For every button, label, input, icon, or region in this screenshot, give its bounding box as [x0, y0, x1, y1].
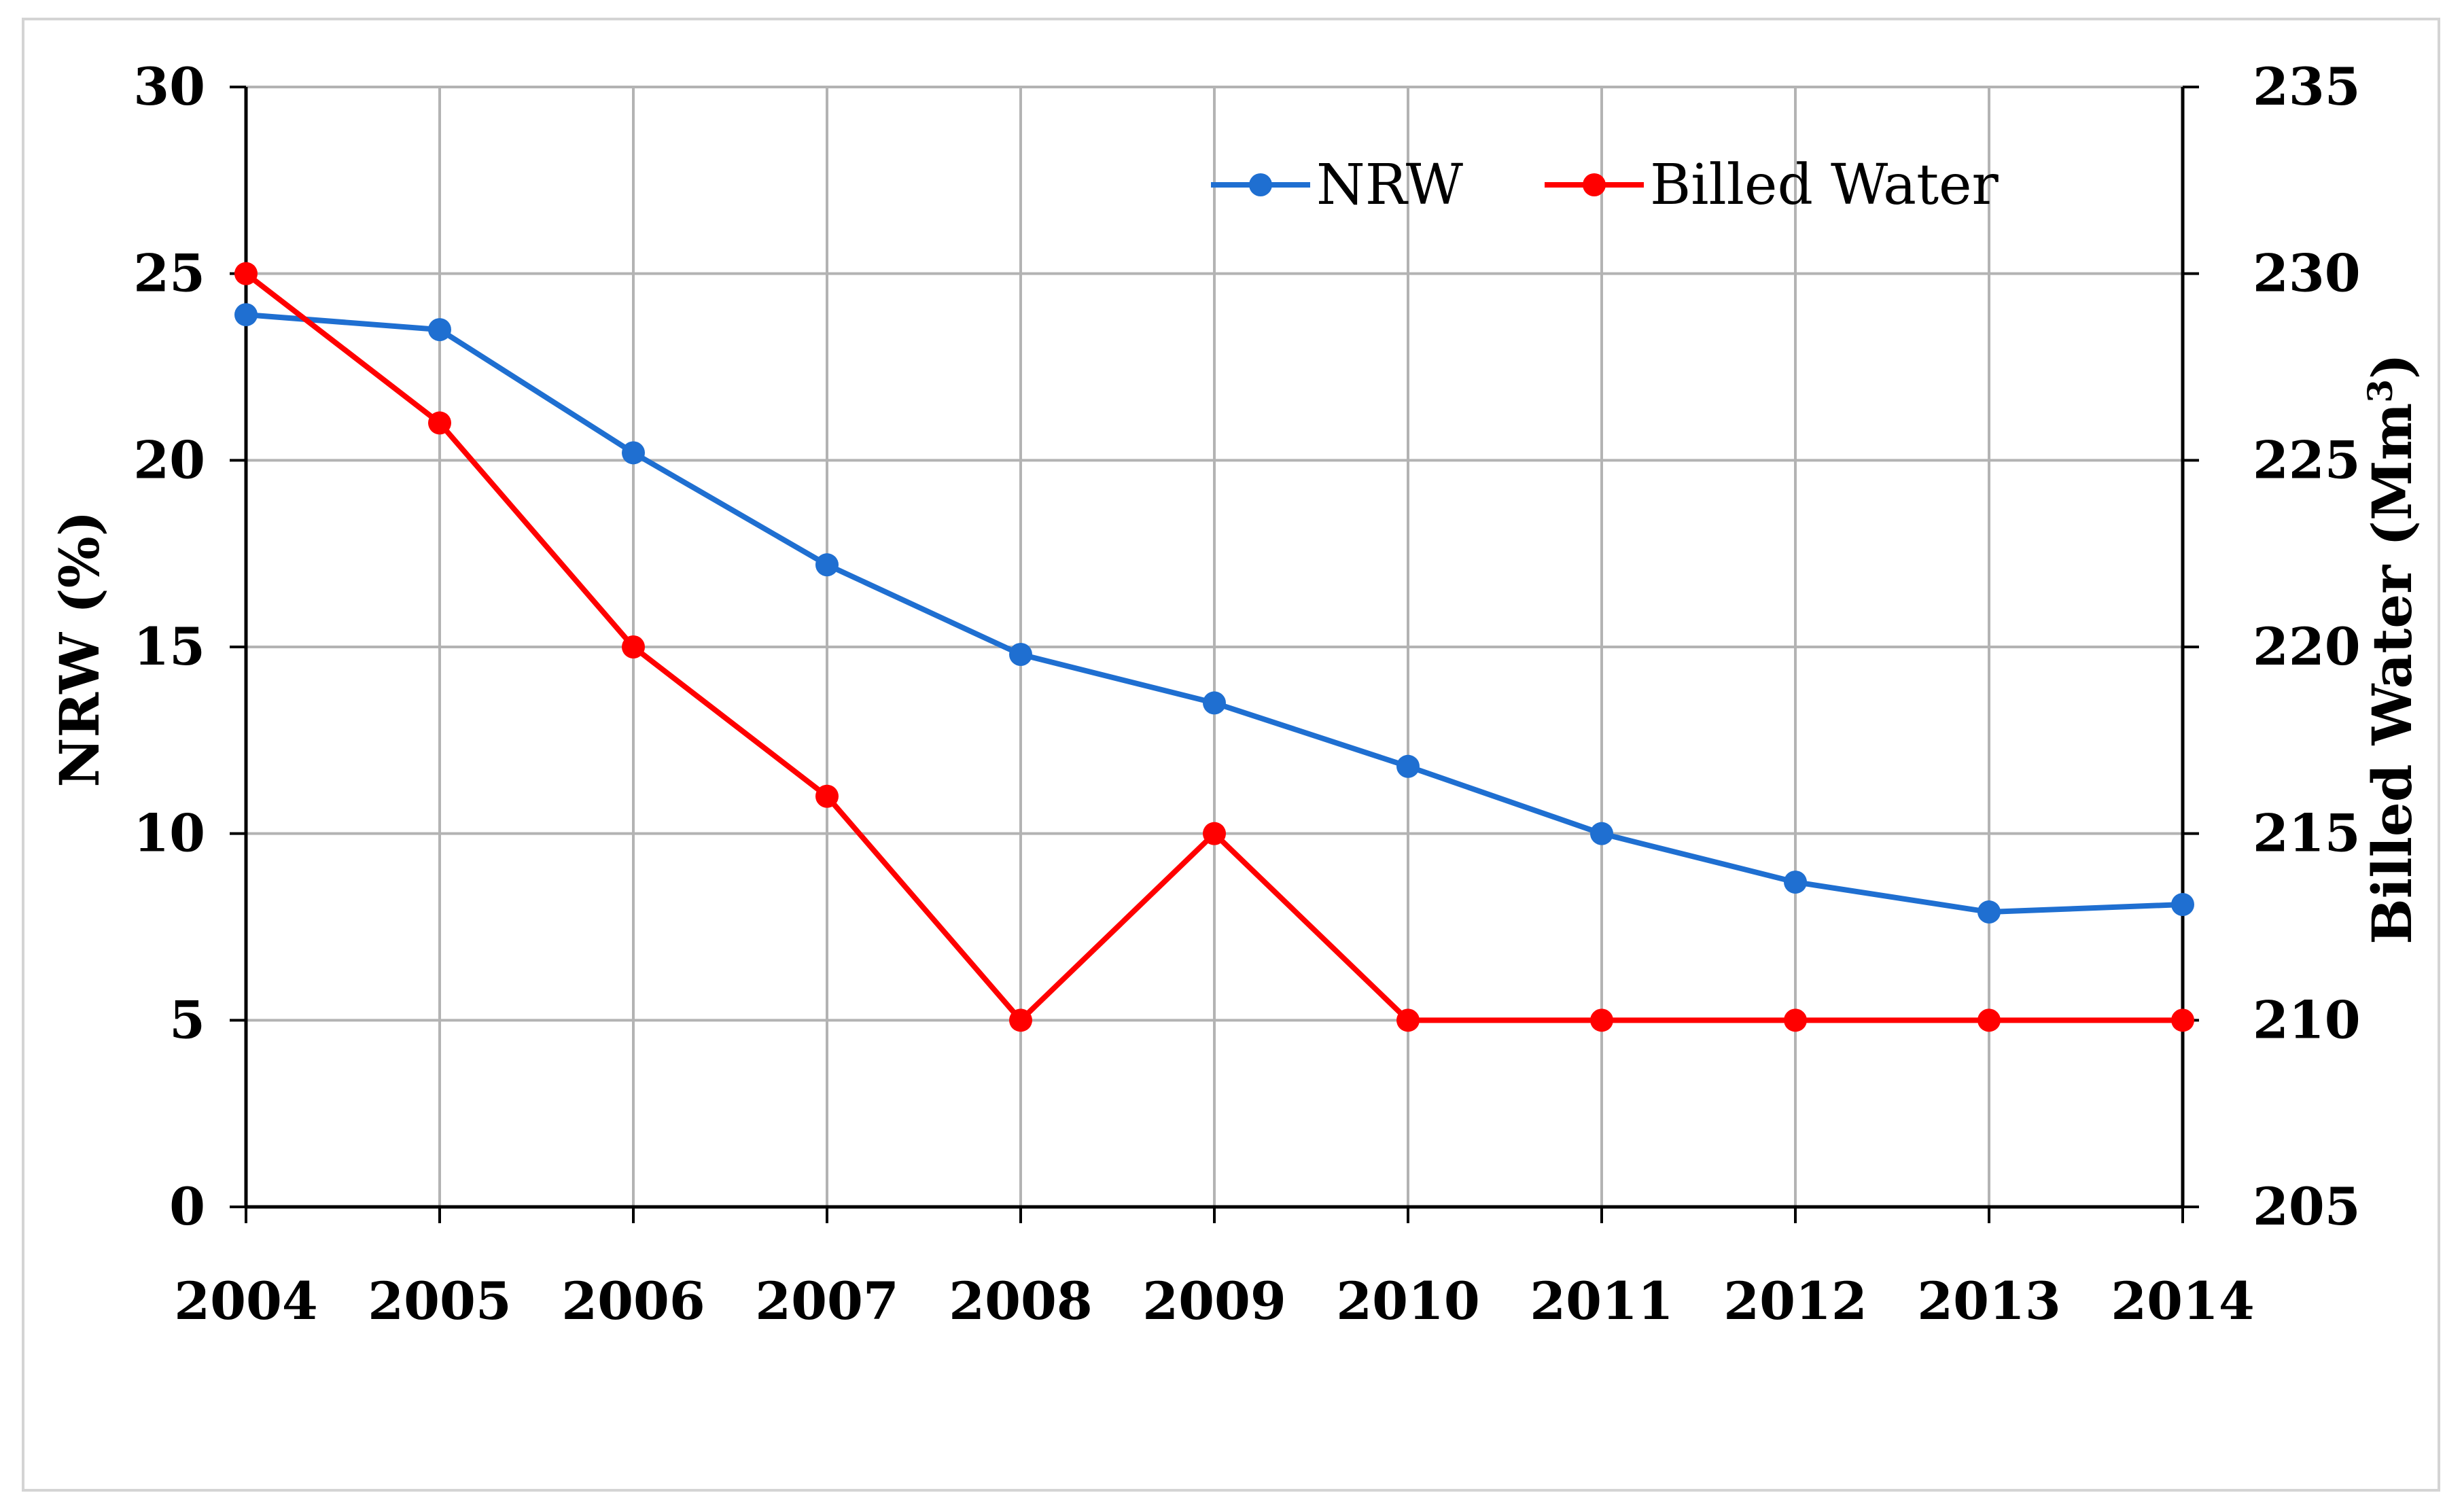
data-point-billed-water: [1203, 822, 1226, 845]
data-point-billed-water: [234, 262, 258, 285]
x-tick-label: 2008: [949, 1271, 1093, 1331]
data-point-nrw: [815, 553, 839, 577]
x-tick-label: 2011: [1530, 1271, 1674, 1331]
legend-nrw-label: NRW: [1316, 153, 1464, 217]
data-point-nrw: [428, 318, 451, 342]
data-point-billed-water: [428, 411, 451, 435]
data-point-nrw: [1784, 871, 1807, 894]
y-right-label-superscript: 3: [2360, 379, 2400, 403]
series-layer: [234, 262, 2194, 1032]
data-point-billed-water: [1009, 1008, 1032, 1032]
data-point-nrw: [2171, 893, 2194, 917]
y-right-tick-label: 220: [2253, 616, 2361, 677]
y-left-axis-label: NRW (%): [48, 510, 111, 787]
y-left-tick-label: 5: [169, 989, 205, 1050]
y-left-tick-label: 0: [169, 1176, 205, 1237]
data-point-billed-water: [1396, 1008, 1420, 1032]
data-point-billed-water: [1784, 1008, 1807, 1032]
figure-border: [22, 18, 2440, 1492]
x-tick-label: 2010: [1336, 1271, 1480, 1331]
y-right-label-end: ): [2360, 353, 2424, 379]
y-right-tick-label: 205: [2253, 1176, 2361, 1237]
y-left-tick-label: 25: [133, 243, 205, 304]
x-tick-label: 2006: [561, 1271, 705, 1331]
y-right-tick-label: 230: [2253, 243, 2361, 304]
y-left-tick-label: 15: [133, 616, 205, 677]
data-point-billed-water: [2171, 1008, 2194, 1032]
data-point-nrw: [1203, 691, 1226, 715]
y-right-axis-label: Billed Water (Mm3): [2360, 353, 2424, 945]
x-tick-label: 2005: [368, 1271, 512, 1331]
x-tick-label: 2012: [1723, 1271, 1867, 1331]
data-point-nrw: [1396, 754, 1420, 778]
y-right-tick-label: 210: [2253, 989, 2361, 1050]
y-right-tick-label: 235: [2253, 56, 2361, 117]
data-point-billed-water: [622, 635, 645, 658]
y-right-tick-label: 225: [2253, 429, 2361, 490]
y-right-label-main: Billed Water (Mm: [2360, 403, 2424, 945]
y-left-tick-label: 20: [133, 429, 205, 490]
legend-billed-water-marker: [1583, 173, 1606, 196]
data-point-billed-water: [1977, 1008, 2001, 1032]
axes: 0 5 10 15 20 25 30 205 210 215 220 225 230 235 2004 200…: [133, 56, 2360, 1331]
x-tick-label: 2009: [1142, 1271, 1286, 1331]
x-tick-label: 2014: [2111, 1271, 2255, 1331]
legend-billed-water-label: Billed Water: [1650, 153, 1999, 217]
data-point-nrw: [1590, 822, 1613, 845]
x-tick-label: 2004: [174, 1271, 318, 1331]
y-left-tick-label: 10: [133, 803, 205, 864]
y-left-tick-label: 30: [133, 56, 205, 117]
x-tick-label: 2007: [755, 1271, 899, 1331]
data-point-nrw: [1977, 900, 2001, 924]
legend-nrw-marker: [1249, 173, 1272, 196]
data-point-nrw: [234, 303, 258, 327]
x-tick-label: 2013: [1917, 1271, 2061, 1331]
data-point-nrw: [1009, 642, 1032, 666]
y-right-tick-label: 215: [2253, 803, 2361, 864]
legend: NRW Billed Water: [1211, 153, 1999, 217]
data-point-nrw: [622, 441, 645, 465]
data-point-billed-water: [1590, 1008, 1613, 1032]
data-point-billed-water: [815, 784, 839, 808]
